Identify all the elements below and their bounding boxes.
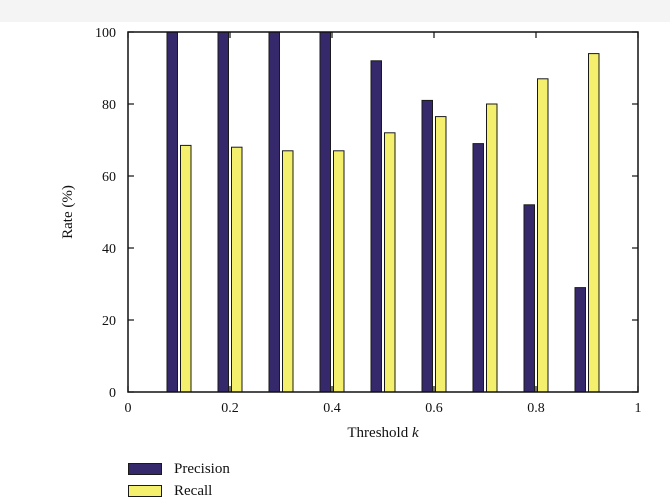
bar-precision-0.5 [370, 60, 382, 393]
x-tick-label: 0 [125, 401, 132, 416]
x-axis-title-variable: k [412, 425, 419, 441]
bar-recall-0.8 [537, 78, 549, 393]
bar-precision-0.3 [268, 31, 280, 393]
bar-precision-0.1 [166, 31, 178, 393]
bar-recall-0.5 [384, 132, 396, 393]
x-tick-label: 1 [635, 401, 642, 416]
bar-recall-0.9 [588, 53, 600, 393]
y-axis-title: Rate (%) [60, 185, 76, 239]
plot-frame [127, 31, 639, 393]
y-tick-label: 80 [102, 98, 116, 113]
x-axis-title-text: Threshold [347, 425, 408, 441]
x-tick-label: 0.2 [221, 401, 239, 416]
x-tick-label: 0.6 [425, 401, 443, 416]
x-tick-label: 0.4 [323, 401, 341, 416]
bars-group [166, 31, 600, 393]
top-band [0, 0, 670, 22]
bar-precision-0.8 [523, 204, 535, 393]
bar-precision-0.7 [472, 143, 484, 393]
bar-recall-0.1 [180, 144, 192, 393]
legend: Precision Recall [128, 458, 230, 502]
bar-precision-0.9 [574, 287, 586, 393]
bar-recall-0.4 [333, 150, 345, 393]
legend-label-precision: Precision [174, 460, 230, 477]
bar-recall-0.2 [231, 146, 243, 393]
x-axis-title: Threshold k [347, 425, 419, 441]
bar-precision-0.2 [217, 31, 229, 393]
y-tick-label: 40 [102, 242, 116, 257]
bar-recall-0.6 [435, 116, 447, 393]
y-tick-label: 0 [109, 386, 116, 401]
x-tick-label: 0.8 [527, 401, 545, 416]
legend-label-recall: Recall [174, 482, 213, 499]
y-tick-label: 20 [102, 314, 116, 329]
legend-swatch-recall [128, 485, 162, 497]
y-tick-label: 60 [102, 170, 116, 185]
legend-item-recall: Recall [128, 480, 230, 502]
bar-precision-0.4 [319, 31, 331, 393]
bar-recall-0.3 [282, 150, 294, 393]
y-tick-label: 100 [95, 26, 116, 41]
legend-swatch-precision [128, 463, 162, 475]
bar-recall-0.7 [486, 103, 498, 393]
bar-precision-0.6 [421, 99, 433, 393]
legend-item-precision: Precision [128, 458, 230, 480]
